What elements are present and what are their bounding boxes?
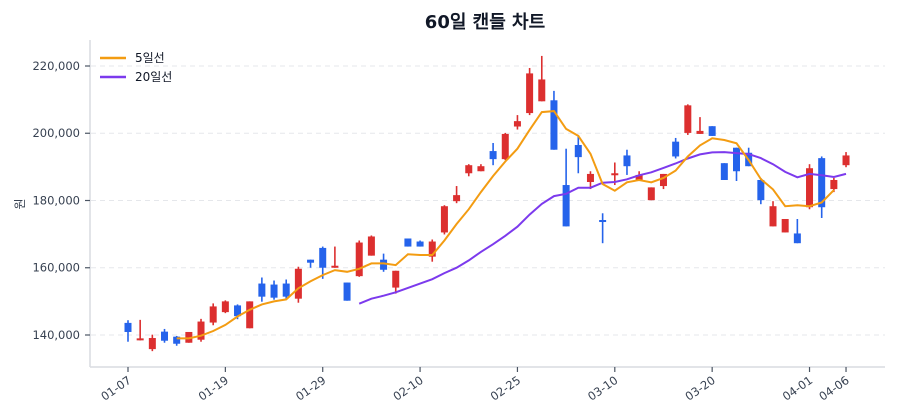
axes	[89, 40, 885, 368]
candle	[331, 265, 339, 268]
candle	[513, 121, 521, 127]
candle	[416, 241, 424, 247]
candle	[842, 155, 850, 166]
candle	[307, 259, 315, 263]
candle	[294, 268, 302, 299]
legend: 5일선 20일선	[100, 51, 172, 84]
x-tick-label: 02-25	[488, 373, 523, 404]
y-tick-label: 160,000	[32, 261, 80, 275]
candle	[757, 179, 765, 201]
candle	[440, 206, 448, 233]
candle	[550, 100, 558, 150]
candle	[647, 187, 655, 201]
candle	[574, 145, 582, 158]
candle	[733, 147, 740, 172]
candle	[586, 173, 594, 183]
x-tick-label: 04-01	[780, 373, 815, 404]
candle	[270, 284, 278, 298]
candle	[404, 238, 412, 247]
candle	[659, 173, 667, 187]
y-axis-label: 원	[13, 198, 27, 209]
candles	[124, 55, 850, 352]
candle	[477, 166, 485, 172]
x-axis-ticks: 01-07 01-19 01-29 02-10 02-25 03-10 03-20 04-01…	[98, 367, 852, 404]
legend-ma20-label: 20일선	[135, 70, 172, 84]
chart-title: 60일 캔들 차트	[425, 12, 545, 33]
y-tick-label: 200,000	[32, 126, 80, 140]
legend-ma5-label: 5일선	[135, 51, 165, 65]
candle	[343, 282, 351, 301]
candle	[769, 206, 777, 227]
candle	[538, 79, 546, 102]
candle	[818, 158, 826, 208]
candle	[781, 218, 789, 233]
ma5-line	[176, 110, 835, 340]
candle	[720, 163, 728, 180]
candle	[392, 270, 400, 288]
candle	[185, 331, 193, 343]
y-tick-label: 140,000	[32, 328, 80, 342]
candle	[282, 283, 290, 297]
candle	[489, 151, 497, 160]
y-tick-label: 180,000	[32, 193, 80, 207]
candle	[465, 165, 473, 174]
candle	[562, 185, 570, 227]
y-gridlines	[91, 65, 885, 336]
x-tick-label: 02-10	[390, 373, 425, 404]
x-tick-label: 03-10	[585, 373, 620, 404]
x-tick-label: 01-29	[293, 373, 328, 404]
candle	[830, 179, 838, 190]
candle	[428, 241, 436, 257]
candle	[319, 247, 327, 268]
x-tick-label: 04-06	[816, 373, 851, 404]
candle	[672, 141, 680, 157]
candle	[611, 173, 619, 176]
candle	[526, 73, 534, 114]
x-tick-label: 03-20	[682, 373, 717, 404]
candle	[136, 338, 144, 341]
candle	[684, 105, 692, 133]
candle	[234, 305, 242, 317]
candle	[258, 283, 266, 297]
candle	[380, 259, 388, 270]
candle	[599, 220, 607, 223]
candle	[453, 195, 461, 202]
x-tick-label: 01-07	[98, 373, 133, 404]
candle	[708, 126, 716, 136]
candle	[124, 322, 132, 332]
candle	[246, 301, 254, 329]
candle	[148, 338, 156, 350]
candle	[635, 174, 643, 180]
candle	[367, 236, 375, 256]
candle	[197, 321, 205, 340]
candle	[355, 242, 363, 277]
candle	[221, 301, 229, 313]
y-axis-ticks: 140,000 160,000 180,000 200,000 220,000	[32, 59, 90, 342]
candle	[793, 233, 801, 244]
x-tick-label: 01-19	[196, 373, 231, 404]
candle	[806, 168, 814, 208]
candle	[696, 130, 704, 134]
candle	[161, 331, 169, 341]
candle	[623, 155, 631, 167]
candle	[501, 133, 509, 160]
candle	[173, 336, 181, 344]
y-tick-label: 220,000	[32, 59, 80, 73]
candle	[209, 306, 217, 323]
